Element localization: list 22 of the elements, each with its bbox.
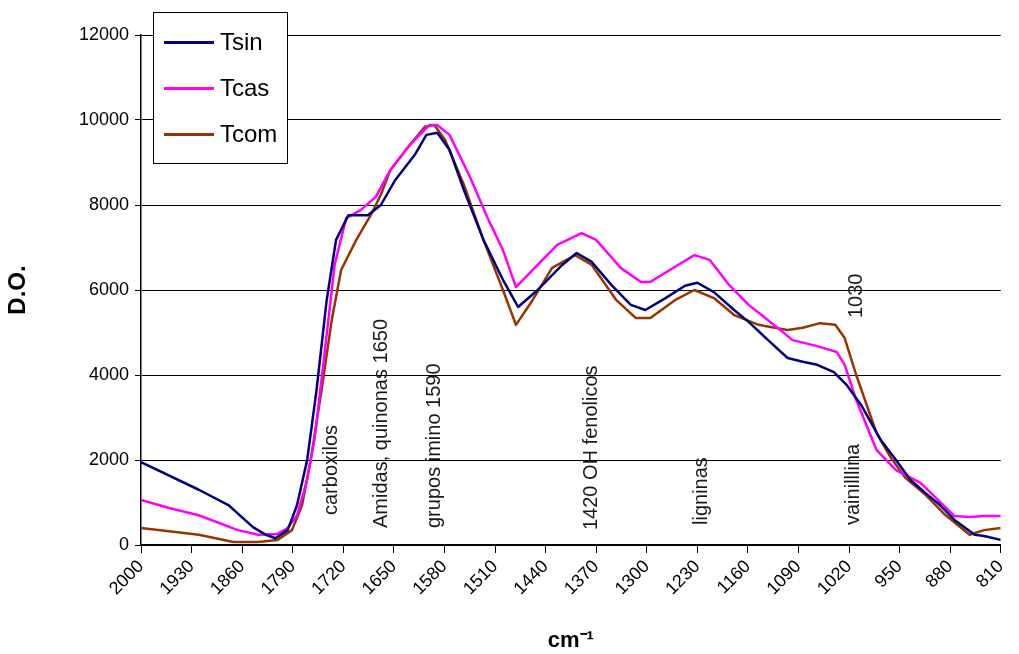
annotation: 1030 [843,273,866,318]
y-tick-label: 2000 [88,448,129,469]
y-tick-label: 0 [118,533,129,554]
y-tick-label: 4000 [88,363,129,384]
y-tick-label: 10000 [78,108,129,129]
annotation: vainilllina [840,442,863,525]
annotation: grupos imino 1590 [421,363,444,528]
y-tick-label: 6000 [88,278,129,299]
annotation: ligninas [688,457,711,525]
legend-label: Tcas [220,74,270,102]
legend-label: Tsin [220,28,263,56]
x-tick-label: 880 [921,555,957,592]
x-axis-title: cm⁻¹ [547,626,594,652]
annotation: carboxilos [318,424,341,515]
y-tick-label: 12000 [78,23,129,44]
y-tick-label: 8000 [88,193,129,214]
annotation: 1420 OH fenolicos [578,365,601,530]
legend-label: Tcom [220,120,278,148]
x-tick-label: 950 [870,555,906,592]
y-axis-title: D.O. [3,265,31,315]
annotation: Amidas, quinonas 1650 [368,318,391,528]
x-tick-label: 810 [971,555,1008,592]
